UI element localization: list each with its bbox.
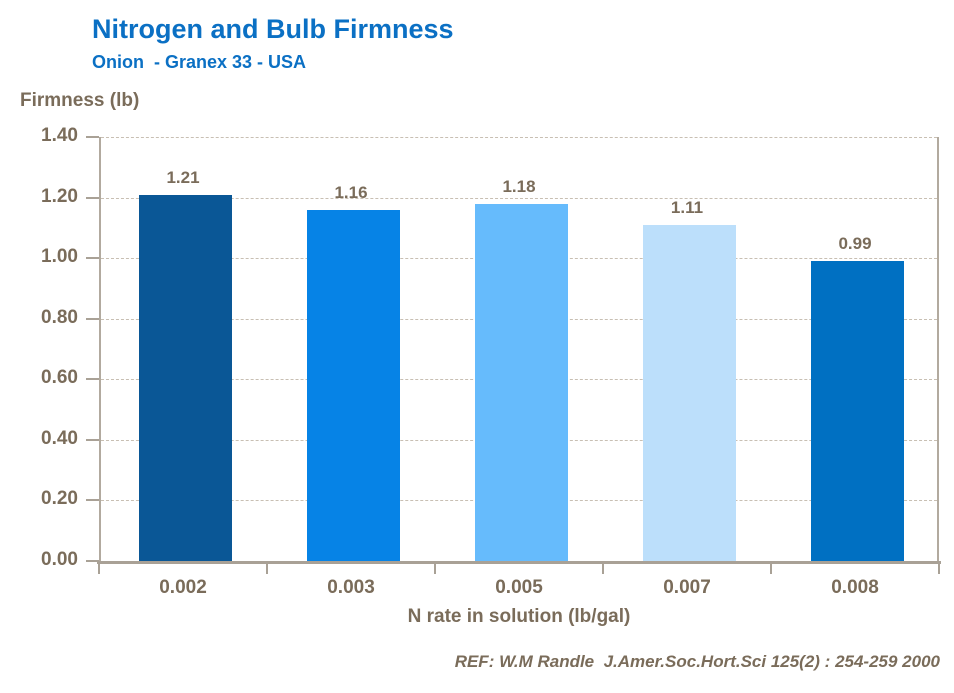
bar: [810, 261, 904, 561]
bar: [306, 209, 400, 561]
x-category-label: 0.003: [327, 577, 375, 598]
y-axis-tick: [86, 136, 99, 138]
y-axis-title: Firmness (lb): [20, 90, 140, 111]
gridline: [101, 197, 937, 199]
y-axis-tick: [86, 317, 99, 320]
x-category-label: 0.007: [663, 577, 711, 598]
y-axis-tick-label: 1.40: [41, 125, 78, 146]
x-axis-tick: [98, 561, 100, 574]
y-axis-tick: [86, 560, 99, 562]
y-axis-tick-label: 0.20: [41, 488, 78, 510]
x-axis-tick: [770, 561, 772, 574]
x-category-label: 0.008: [831, 577, 879, 598]
bar-value-label: 1.18: [502, 176, 536, 196]
bar-value-label: 0.99: [838, 234, 872, 254]
y-axis-tick-label: 0.60: [41, 367, 78, 389]
x-axis-line: [97, 561, 941, 564]
y-axis-tick: [86, 378, 99, 381]
y-axis-tick: [86, 499, 99, 502]
y-axis-tick-label: 1.00: [41, 246, 78, 268]
y-axis-tick: [86, 257, 99, 260]
x-category-label: 0.005: [495, 577, 543, 598]
gridline: [101, 137, 937, 138]
x-axis-tick: [602, 561, 604, 574]
y-axis-tick-label: 0.00: [41, 549, 78, 570]
y-axis-tick-label: 1.20: [41, 185, 78, 207]
chart-title: Nitrogen and Bulb Firmness: [92, 14, 454, 44]
plot-area: [99, 137, 939, 561]
x-category-label: 0.002: [159, 577, 207, 598]
bar: [138, 194, 232, 561]
y-axis-tick-label: 0.40: [41, 427, 78, 449]
bar: [474, 203, 568, 561]
bar-value-label: 1.11: [670, 197, 704, 217]
x-axis-tick: [434, 561, 436, 574]
bar-value-label: 1.21: [166, 167, 200, 187]
x-axis-tick: [938, 561, 940, 574]
reference-citation: REF: W.M Randle J.Amer.Soc.Hort.Sci 125(…: [454, 652, 940, 671]
x-axis-tick: [266, 561, 268, 574]
chart-subtitle: Onion - Granex 33 - USA: [92, 52, 307, 72]
y-axis-tick-label: 0.80: [41, 306, 78, 328]
x-axis-title: N rate in solution (lb/gal): [407, 606, 631, 627]
y-axis-tick: [86, 196, 99, 199]
bar: [642, 224, 736, 561]
y-axis-tick: [86, 438, 99, 441]
bar-value-label: 1.16: [334, 182, 368, 202]
